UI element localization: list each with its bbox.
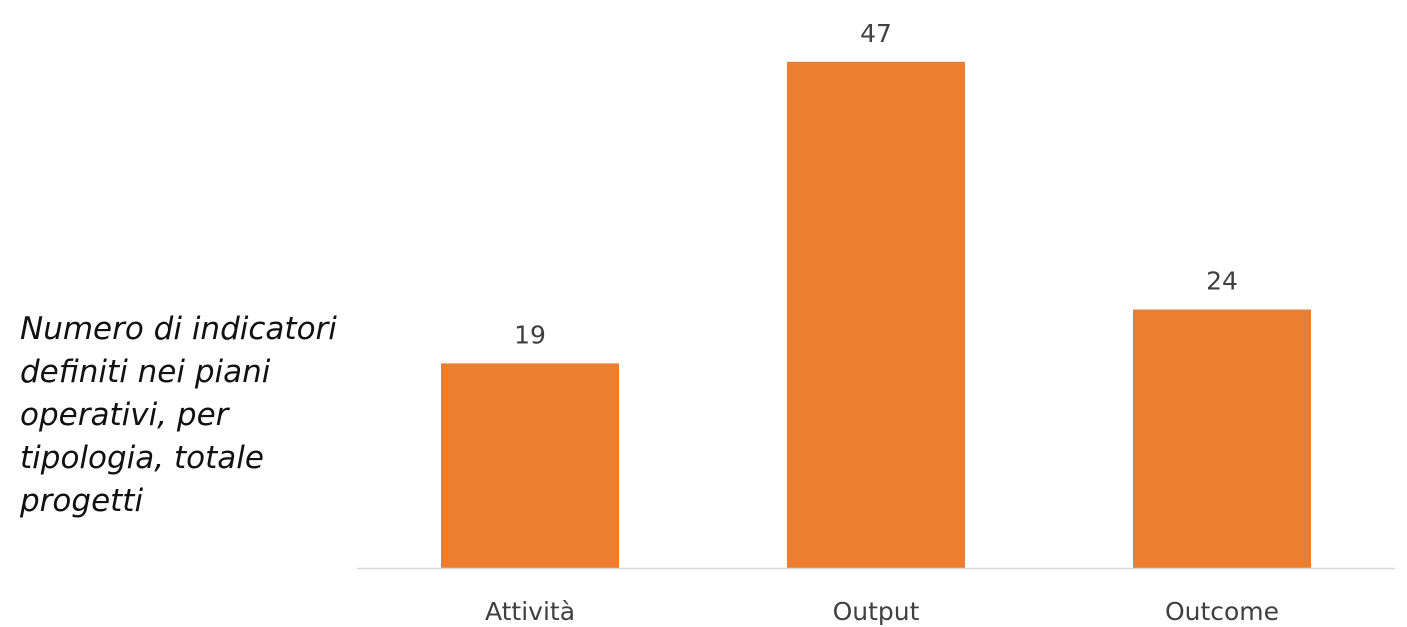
data-labels-group: 19 47 24 <box>514 19 1238 350</box>
bar <box>1133 309 1311 568</box>
bar-value-label: 24 <box>1206 267 1238 296</box>
bar-value-label: 47 <box>860 19 892 48</box>
bar <box>787 61 965 569</box>
x-tick-label: Output <box>833 597 920 626</box>
bars-group <box>441 61 1311 569</box>
bar-value-label: 19 <box>514 320 546 349</box>
bar <box>441 363 619 568</box>
chart-description: Numero di indicatori definiti nei piani … <box>20 311 337 519</box>
x-tick-label: Attività <box>485 597 575 626</box>
x-tick-labels-group: Attività Output Outcome <box>485 597 1279 626</box>
x-tick-label: Outcome <box>1165 597 1279 626</box>
